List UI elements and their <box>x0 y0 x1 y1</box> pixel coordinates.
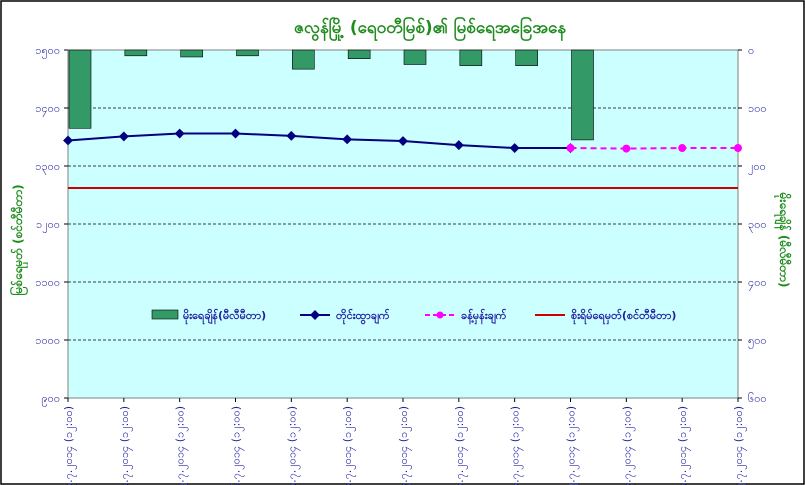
legend-label-warning: စိုးရိမ်ရေမှတ်(စင်တီမီတာ) <box>571 308 676 325</box>
right-tick-label: ၀ <box>748 44 754 57</box>
forecast-point <box>678 144 687 153</box>
observed-point <box>63 135 73 146</box>
x-tick-label: ၁၇.၇.၂၀၁၄ (၁၂:၀၀) <box>285 406 300 485</box>
left-tick-label: ၁၄၀၀ <box>35 102 60 117</box>
right-tick-label: ၅၀၀ <box>748 334 767 349</box>
x-tick-label: ၁၉.၇.၂၀၁၄ (၁၂:၀၀) <box>397 406 412 485</box>
rainfall-bar <box>403 49 427 65</box>
rainfall-bar <box>292 49 315 70</box>
left-axis-label: မြစ်ရေမှတ် (စင်တီမီတာ) <box>8 184 29 295</box>
left-tick-label: ၁၂၀၀ <box>36 218 60 233</box>
right-axis-label: မိုးရေချိန် (မီလီမီတာ) <box>773 192 793 288</box>
observed-point <box>174 128 185 139</box>
x-tick-label: ၂၃.၇.၂၀၁၄ (၁၂:၀၀) <box>620 406 635 485</box>
x-tick-label: ၂၀.၇.၂၀၁၄ (၁၂:၀၀) <box>453 406 468 485</box>
legend-label-forecast: ခန့်မှန်းချက် <box>461 308 507 325</box>
observed-point <box>398 136 408 147</box>
left-tick-label: ၁၅၀၀ <box>35 44 60 59</box>
rainfall-bar <box>459 49 483 66</box>
x-tick-label: ၁၄.၇.၂၀၁၄ (၁၂:၀၀) <box>118 406 133 485</box>
forecast-point <box>566 144 575 153</box>
x-tick-label: ၂၄.၇.၂၀၁၄ (၁၂:၀၀) <box>676 406 691 485</box>
x-tick-label: ၂၁.၇.၂၀၁၄ (၁၂:၀၀) <box>509 406 524 485</box>
rainfall-bar <box>347 49 371 59</box>
legend-marker-forecast <box>436 311 444 319</box>
x-tick-label: ၁၈.၇.၂၀၁၄ (၁၂:၀၀) <box>341 406 356 485</box>
grid-lines <box>68 107 738 341</box>
observed-point <box>230 128 241 139</box>
x-tick-label: ၂၂.၇.၂၀၁၄ (၁၂:၀၀) <box>565 406 580 485</box>
left-tick-label: ၉၀၀ <box>41 392 60 407</box>
x-axis-ticks: ၁၃.၇.၂၀၁၄ (၁၂:၀၀) ၁၄.၇.၂၀၁၄ (၁၂:၀၀) ၁၅.၇.၂… <box>62 398 747 485</box>
right-tick-label: ၃၀၀ <box>748 218 767 233</box>
left-tick-label: ၁၁၀၀ <box>35 276 60 289</box>
observed-point <box>118 131 129 142</box>
chart-title: ဇလွန်မြို့ (ရေဝတီမြစ်)၏ မြစ်ရေအခြေအနေ <box>294 15 566 42</box>
forecast-point <box>734 144 742 153</box>
right-tick-label: ၆၀၀ <box>748 392 767 405</box>
left-tick-label: ၁၀၀၀ <box>35 334 60 347</box>
legend-swatch-rainfall <box>151 309 179 320</box>
legend-label-rainfall: မိုးရေချိန်(မီလီမီတာ) <box>183 308 266 325</box>
observed-line <box>67 132 571 150</box>
left-axis-ticks: ၉၀၀ ၁၀၀၀ ၁၁၀၀ ၁၂၀၀ ၁၃၀၀ ၁၄၀၀ ၁၅၀၀ <box>35 44 68 407</box>
legend: မိုးရေချိန်(မီလီမီတာ) တိုင်းထွာချက် ခန့်မှ… <box>151 308 676 325</box>
forecast-line <box>570 147 738 150</box>
rainfall-bar <box>124 49 148 57</box>
observed-point <box>342 134 353 145</box>
right-tick-label: ၄၀၀ <box>748 276 767 291</box>
x-tick-label: ၂၅.၇.၂၀၁၄ (၁၂:၀၀) <box>732 406 747 485</box>
right-tick-label: ၁၀၀ <box>748 102 767 115</box>
left-tick-label: ၁၃၀၀ <box>35 160 60 175</box>
x-tick-label: ၁၆.၇.၂၀၁၄ (၁၂:၀၀) <box>230 406 245 485</box>
rainfall-bar <box>571 49 594 141</box>
series-lines <box>63 128 742 190</box>
legend-marker-observed <box>310 310 320 320</box>
legend-label-observed: တိုင်းထွာချက် <box>336 308 390 325</box>
rainfall-bar <box>515 49 538 66</box>
x-tick-label: ၁၃.၇.၂၀၁၄ (၁၂:၀၀) <box>62 406 77 485</box>
observed-point <box>286 130 297 141</box>
observed-point <box>453 140 464 151</box>
forecast-point <box>622 144 631 153</box>
rainfall-bar <box>236 49 259 57</box>
rainfall-bars <box>68 49 594 141</box>
rainfall-bar <box>180 49 203 58</box>
x-tick-label: ၁၅.၇.၂၀၁၄ (၁၂:၀၀) <box>174 406 189 485</box>
right-tick-label: ၂၀၀ <box>748 160 766 175</box>
rainfall-bar <box>68 49 92 129</box>
